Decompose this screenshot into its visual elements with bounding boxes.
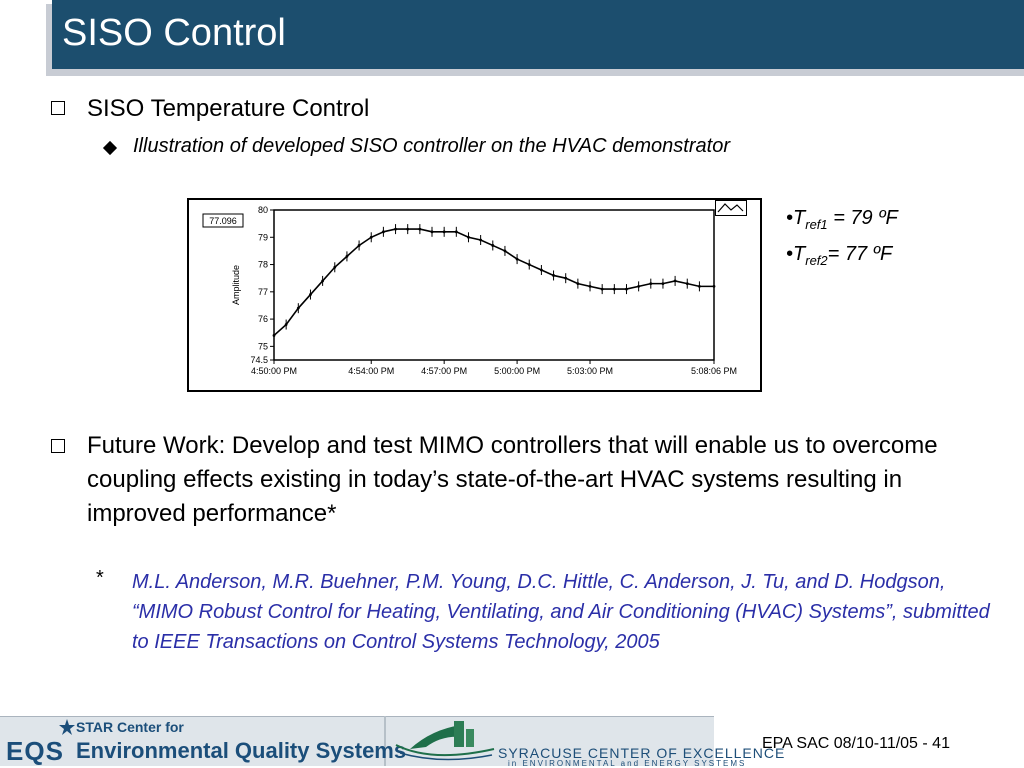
data-point xyxy=(712,284,716,288)
star-logo-icon xyxy=(59,719,75,735)
legend-line-icon xyxy=(717,203,744,213)
star-center-title: STAR Center for xyxy=(76,719,184,735)
data-point xyxy=(612,287,616,291)
data-point xyxy=(564,276,568,280)
syracuse-logo-name: SYRACUSE CENTER OF EXCELLENCE xyxy=(498,745,786,761)
data-point xyxy=(309,293,312,296)
chart-frame: 80 79 78 77 76 75 74.5 4:50:00 PM 4:54:00 PM 4:57… xyxy=(187,198,762,392)
bullet-siso-temperature: SISO Temperature Control xyxy=(87,95,370,122)
data-point xyxy=(333,265,337,269)
data-point xyxy=(418,227,422,231)
title-bar xyxy=(52,0,1024,69)
readout-value: 77.096 xyxy=(209,216,237,226)
y-tick-label: 79 xyxy=(258,232,268,242)
x-tick-label: 4:50:00 PM xyxy=(251,366,297,376)
temperature-chart: 80 79 78 77 76 75 74.54:50:00 PM 4:54:00 PM 4:57… xyxy=(202,205,737,376)
data-point xyxy=(540,268,543,272)
tref2-note: •Tref2= 77 ºF xyxy=(786,243,893,268)
data-point xyxy=(527,263,531,266)
y-tick-label: 76 xyxy=(258,314,268,324)
bullet-future-work: Future Work: Develop and test MIMO contr… xyxy=(87,432,938,527)
x-tick-label: 5:08:06 PM xyxy=(691,366,737,376)
data-point xyxy=(491,244,495,247)
x-tick-label: 4:57:00 PM xyxy=(421,366,467,376)
data-point xyxy=(588,284,592,288)
data-point xyxy=(625,287,628,291)
eqs-logo-name: Environmental Quality Systems xyxy=(76,738,407,763)
footer-divider xyxy=(384,716,386,766)
data-point xyxy=(430,230,434,234)
square-bullet-icon xyxy=(51,439,65,453)
footer-logo-band xyxy=(0,716,714,766)
readout-box xyxy=(202,213,244,228)
data-point xyxy=(467,235,470,239)
y-tick-label: 80 xyxy=(258,205,268,215)
data-point xyxy=(503,249,507,253)
data-point xyxy=(321,279,325,283)
data-point xyxy=(442,230,446,234)
y-tick-label: 75 xyxy=(258,341,268,351)
diamond-bullet-icon xyxy=(102,140,118,156)
slide-footer-info: EPA SAC 08/10-11/05 - 41 xyxy=(762,735,950,752)
data-point xyxy=(284,323,288,326)
eqs-logo: EQS xyxy=(6,736,64,766)
data-point xyxy=(345,254,349,258)
sub-bullet-illustration: Illustration of developed SISO controlle… xyxy=(133,135,730,157)
tref1-note: •Tref1 = 79 ºF xyxy=(786,207,898,232)
x-tick-label: 4:54:00 PM xyxy=(348,366,394,376)
data-point xyxy=(272,334,276,337)
reference-citation: M.L. Anderson, M.R. Buehner, P.M. Young,… xyxy=(132,571,990,653)
y-tick-label: 74.5 xyxy=(250,355,268,365)
data-point xyxy=(673,279,677,283)
data-point xyxy=(685,282,689,286)
x-tick-label: 5:03:00 PM xyxy=(567,366,613,376)
data-point xyxy=(479,238,483,242)
data-point xyxy=(515,257,519,261)
reference-marker: * xyxy=(96,567,104,589)
data-point xyxy=(552,274,555,277)
data-point xyxy=(637,284,641,288)
syracuse-logo-subtitle: in ENVIRONMENTAL and ENERGY SYSTEMS xyxy=(508,759,747,768)
syracuse-logo-icon xyxy=(395,721,495,761)
y-tick-label: 78 xyxy=(258,260,268,270)
square-bullet-icon xyxy=(51,101,65,115)
data-point xyxy=(369,235,373,239)
x-tick-label: 5:00:00 PM xyxy=(494,366,540,376)
data-point xyxy=(600,287,604,291)
data-point xyxy=(698,284,701,288)
data-point xyxy=(381,230,385,234)
y-tick-label: 77 xyxy=(258,287,268,297)
plot-legend-icon[interactable] xyxy=(715,200,747,216)
data-point xyxy=(394,227,397,231)
data-point xyxy=(296,306,300,310)
data-point xyxy=(406,227,410,231)
y-axis-label: Amplitude xyxy=(231,265,241,305)
data-point xyxy=(649,282,653,286)
data-point xyxy=(661,282,665,286)
data-point xyxy=(576,282,580,286)
plot-area xyxy=(273,209,715,361)
data-point xyxy=(454,230,458,234)
page-title: SISO Control xyxy=(62,12,286,54)
data-point xyxy=(357,244,361,247)
